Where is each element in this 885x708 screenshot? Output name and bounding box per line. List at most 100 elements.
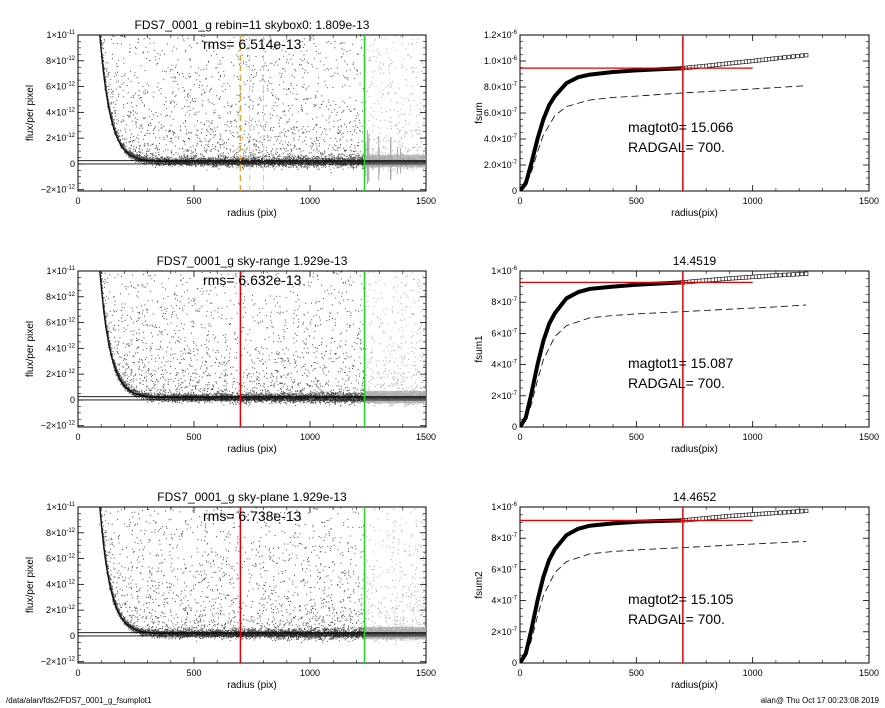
radgal-label: RADGAL= 700. xyxy=(628,611,725,627)
panel-curve-of-growth-2: 0 500 1000 1500 0 2×10-7 4×10-7 6×10-7 8×10-7 1×1… xyxy=(474,490,879,691)
y-tick-label: −2×10-12 xyxy=(41,657,76,667)
x-axis-label: radius(pix) xyxy=(671,680,718,691)
growth-square-marker xyxy=(799,509,804,514)
curve-of-growth-dashed xyxy=(520,304,807,427)
y-tick-label: 2×10-12 xyxy=(46,133,76,143)
magtot-label: magtot2= 15.105 xyxy=(628,591,734,607)
x-tick-label: 500 xyxy=(629,196,644,206)
scatter-points xyxy=(78,507,426,663)
y-tick-label: 1×10-11 xyxy=(46,502,75,512)
growth-square-marker xyxy=(782,510,787,515)
x-tick-label: 1500 xyxy=(859,668,879,678)
x-tick-label: 1500 xyxy=(859,196,879,206)
plot-frame xyxy=(77,34,427,192)
x-tick-label: 0 xyxy=(517,196,522,206)
growth-square-marker xyxy=(799,271,804,277)
y-tick-label: 6×10-12 xyxy=(46,554,76,564)
plot-frame xyxy=(519,34,870,192)
x-tick-label: 0 xyxy=(75,432,80,442)
scatter-points xyxy=(78,271,426,427)
chart-title: 14.4519 xyxy=(673,254,717,268)
x-axis-label: radius (pix) xyxy=(227,208,276,219)
y-tick-label: 6×10-12 xyxy=(46,318,76,328)
growth-square-marker xyxy=(791,272,796,277)
y-axis-label: flux/per pixel xyxy=(25,321,36,377)
x-tick-label: 500 xyxy=(186,432,201,442)
y-tick-label: 1.2×10-6 xyxy=(484,30,518,40)
curve-of-growth-thick xyxy=(520,280,683,427)
rms-annotation: rms= 6.632e-13 xyxy=(203,272,302,288)
growth-square-marker xyxy=(778,55,783,61)
y-tick-label: 8×10-7 xyxy=(491,297,517,307)
y-tick-label: 2.0×10-7 xyxy=(484,160,518,170)
chart-title: FDS7_0001_g sky-range 1.929e-13 xyxy=(157,254,348,268)
magtot-label: magtot1= 15.087 xyxy=(628,355,734,371)
y-tick-label: 0 xyxy=(512,422,517,432)
growth-square-marker xyxy=(804,53,809,58)
x-axis-label: radius(pix) xyxy=(671,444,718,455)
y-tick-label: 8×10-12 xyxy=(46,292,76,302)
y-tick-label: 6.0×10-7 xyxy=(484,108,518,118)
plot-frame xyxy=(77,506,427,664)
footer-timestamp: alan@ Thu Oct 17 00:23:08 2019 xyxy=(760,696,879,705)
growth-square-marker xyxy=(795,509,800,514)
growth-square-marker xyxy=(773,56,779,61)
y-tick-label: 4×10-12 xyxy=(46,107,76,117)
x-tick-label: 500 xyxy=(629,432,644,442)
growth-square-marker xyxy=(778,510,783,515)
growth-square-marker xyxy=(786,54,791,60)
x-tick-label: 0 xyxy=(75,196,80,206)
y-axis-label: fsum2 xyxy=(474,571,485,599)
y-tick-label: 8.0×10-7 xyxy=(484,82,518,92)
y-tick-label: 2×10-7 xyxy=(491,391,517,401)
scatter-outer-points xyxy=(364,271,426,407)
y-tick-label: 8×10-12 xyxy=(46,56,76,66)
growth-square-marker xyxy=(791,509,796,514)
panel-curve-of-growth-1: 0 500 1000 1500 0 2×10-7 4×10-7 6×10-7 8×10-7 1×1… xyxy=(474,254,879,455)
y-tick-label: 0 xyxy=(512,658,517,668)
chart-title: FDS7_0001_g rebin=11 skybox0: 1.809e-13 xyxy=(135,18,370,32)
x-tick-label: 1000 xyxy=(300,668,320,678)
scatter-dark-points xyxy=(99,507,366,643)
x-tick-label: 0 xyxy=(75,668,80,678)
y-tick-label: 6×10-7 xyxy=(491,328,517,338)
y-axis-label: fsum1 xyxy=(474,335,485,363)
x-axis-label: radius(pix) xyxy=(671,208,718,219)
y-tick-label: 1×10-11 xyxy=(46,30,75,40)
y-tick-label: −2×10-12 xyxy=(41,185,76,195)
y-tick-label: 2×10-12 xyxy=(46,369,76,379)
footer-file-path: /data/alan/fds2/FDS7_0001_g_fsumplot1 xyxy=(6,696,152,705)
growth-square-marker xyxy=(786,272,791,277)
curve-of-growth-thick xyxy=(520,66,683,191)
growth-square-marker xyxy=(791,54,796,59)
plot-frame xyxy=(519,270,870,428)
chart-title: 14.4652 xyxy=(673,490,717,504)
x-tick-label: 1500 xyxy=(416,432,436,442)
x-tick-label: 500 xyxy=(186,668,201,678)
scatter-outer-points xyxy=(364,35,426,172)
x-tick-label: 1000 xyxy=(300,432,320,442)
growth-square-marker xyxy=(795,53,800,59)
panel-curve-of-growth-0: 0 500 1000 1500 0 2.0×10-7 4.0×10-7 6.0×10-7 8.0… xyxy=(474,30,879,219)
x-tick-label: 1000 xyxy=(743,668,763,678)
chart-title: FDS7_0001_g sky-plane 1.929e-13 xyxy=(157,490,347,504)
scatter-outer-points xyxy=(364,507,426,645)
y-tick-label: 1.0×10-6 xyxy=(484,56,518,66)
y-axis-label: fsum xyxy=(474,102,485,124)
panel-profile-sky-plane: 0 500 1000 1500−2×10-1202×10-124×10-126×10-… xyxy=(25,490,436,691)
y-tick-label: −2×10-12 xyxy=(41,421,76,431)
x-tick-label: 0 xyxy=(517,432,522,442)
y-tick-label: 2×10-7 xyxy=(491,627,517,637)
growth-square-marker xyxy=(782,55,787,60)
y-tick-label: 0 xyxy=(70,159,75,169)
growth-square-marker xyxy=(778,273,783,278)
radgal-label: RADGAL= 700. xyxy=(628,375,725,391)
panel-profile-sky-range: 0 500 1000 1500−2×10-1202×10-124×10-126×10-… xyxy=(25,254,436,455)
growth-curves xyxy=(520,271,809,427)
y-tick-label: 0 xyxy=(70,395,75,405)
growth-curves xyxy=(520,507,809,663)
magtot-label: magtot0= 15.066 xyxy=(628,119,734,135)
x-tick-label: 0 xyxy=(517,668,522,678)
x-tick-label: 1000 xyxy=(743,432,763,442)
y-tick-label: 1×10-6 xyxy=(491,502,517,512)
